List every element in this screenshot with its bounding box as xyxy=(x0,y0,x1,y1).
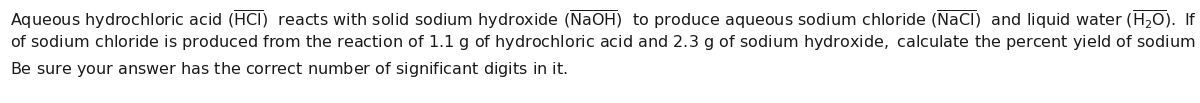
Text: $\mathsf{Be\ sure\ your\ answer\ has\ the\ correct\ number\ of\ significant\ dig: $\mathsf{Be\ sure\ your\ answer\ has\ th… xyxy=(10,60,568,79)
Text: $\mathsf{Aqueous\ hydrochloric\ acid\ (}\overline{\mathsf{HCl}}\mathsf{)\ \ reac: $\mathsf{Aqueous\ hydrochloric\ acid\ (}… xyxy=(10,8,1200,31)
Text: $\mathsf{of\ sodium\ chloride\ is\ produced\ from\ the\ reaction\ of\ 1.1\ g\ of: $\mathsf{of\ sodium\ chloride\ is\ produ… xyxy=(10,33,1200,52)
